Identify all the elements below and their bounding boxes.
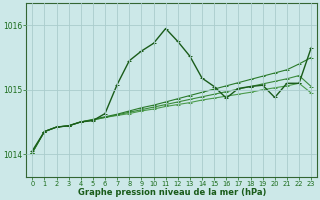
X-axis label: Graphe pression niveau de la mer (hPa): Graphe pression niveau de la mer (hPa) [77, 188, 266, 197]
